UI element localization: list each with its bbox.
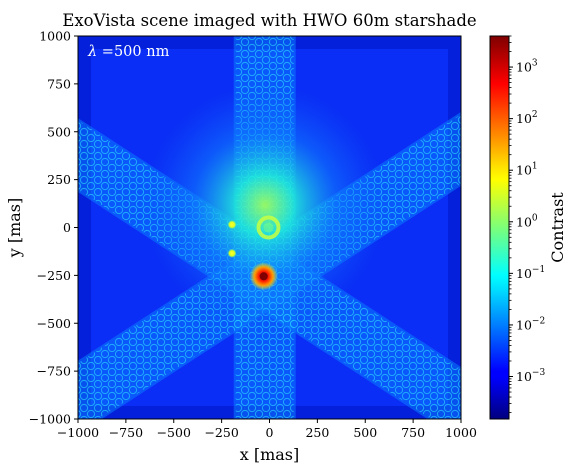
x-tick-label: 500 <box>353 425 377 440</box>
colorbar-ticks: 103 102 101 100 10−1 10−2 10−3 <box>509 35 545 413</box>
y-tick-label: 0 <box>63 220 71 235</box>
colorbar-tick-label: 102 <box>516 110 538 126</box>
planet-2 <box>227 248 237 258</box>
y-axis-label: y [mas] <box>5 198 24 259</box>
diffraction-streak-texture-4 <box>78 252 281 419</box>
lambda-symbol: λ <box>87 44 97 60</box>
y-tick-label: 750 <box>47 76 71 91</box>
diffraction-streak-texture-5 <box>248 252 461 419</box>
chart-title: ExoVista scene imaged with HWO 60m stars… <box>62 11 476 30</box>
x-tick-label: 0 <box>266 425 274 440</box>
x-axis: −1000 −750 −500 −250 0 250 500 750 1000 <box>57 419 477 440</box>
y-tick-label: −1000 <box>29 412 71 427</box>
x-tick-label: 750 <box>401 425 425 440</box>
x-tick-label: 1000 <box>445 425 477 440</box>
colorbar: 103 102 101 100 10−1 10−2 10−3 Contrast <box>489 35 567 420</box>
ring-feature <box>256 215 281 240</box>
y-axis: 1000 750 500 250 0 −250 −500 −750 −1000 <box>29 29 78 427</box>
x-tick-label: −1000 <box>57 425 99 440</box>
colorbar-tick-label: 100 <box>516 213 538 229</box>
y-tick-label: −250 <box>37 268 71 283</box>
colorbar-tick-label: 101 <box>516 162 538 178</box>
y-tick-label: −750 <box>37 364 71 379</box>
colorbar-tick-label: 10−3 <box>516 368 545 384</box>
y-tick-label: 500 <box>47 124 71 139</box>
wavelength-annotation: λ =500 nm <box>87 44 170 60</box>
colorbar-tick-label: 103 <box>516 59 538 75</box>
colorbar-tick-label: 10−2 <box>516 316 545 332</box>
x-tick-label: −500 <box>157 425 191 440</box>
x-tick-label: −750 <box>109 425 143 440</box>
colorbar-tick-label: 10−1 <box>516 265 545 281</box>
central-glow <box>145 85 385 325</box>
x-tick-label: 250 <box>305 425 329 440</box>
wavelength-value: =500 nm <box>97 44 169 60</box>
planet-1 <box>227 220 237 230</box>
y-tick-label: 250 <box>47 172 71 187</box>
x-tick-label: −250 <box>204 425 238 440</box>
y-tick-label: 1000 <box>39 29 71 44</box>
host-star-core <box>259 272 268 281</box>
colorbar-gradient <box>489 35 510 420</box>
ring-feature-inner <box>263 222 274 233</box>
colorbar-label: Contrast <box>548 192 567 263</box>
y-tick-label: −500 <box>37 316 71 331</box>
x-axis-label: x [mas] <box>240 445 300 464</box>
